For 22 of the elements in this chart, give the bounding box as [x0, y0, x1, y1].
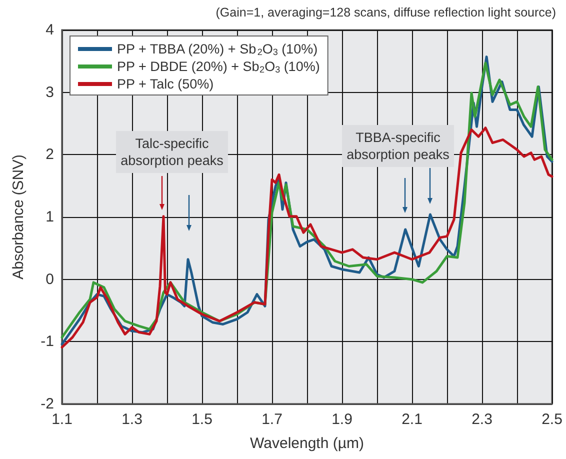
y-tick-label: 4	[46, 22, 54, 38]
annotation: TBBA-specific absorption peaks	[342, 125, 454, 167]
x-tick-label: 1.5	[192, 411, 212, 428]
y-tick-label: 0	[46, 270, 54, 288]
x-tick-label: 1.7	[262, 411, 282, 428]
y-tick-label: 3	[46, 84, 54, 101]
x-tick-label: 2.1	[402, 411, 422, 428]
annotation: Talc-specific absorption peaks	[116, 131, 228, 173]
legend-label: PP + Talc (50%)	[117, 76, 214, 92]
x-axis-title: Wavelength (µm)	[250, 435, 364, 452]
x-tick-label: 2.5	[542, 411, 562, 428]
x-tick-label: 1.1	[52, 411, 72, 428]
line-series	[60, 126, 554, 349]
y-tick-label: -2	[40, 396, 54, 412]
y-axis-title: Absorbance (SNV)	[10, 154, 27, 280]
x-tick-label: 2.3	[472, 411, 492, 428]
y-tick-label: -1	[40, 333, 54, 350]
y-tick-label: 2	[46, 146, 54, 164]
text: (Gain=1, averaging=128 scans, diffuse reflection light source)	[216, 6, 556, 20]
x-tick-label: 1.3	[122, 411, 142, 428]
x-tick-label: 1.9	[332, 411, 352, 428]
y-tick-label: 1	[46, 208, 54, 226]
